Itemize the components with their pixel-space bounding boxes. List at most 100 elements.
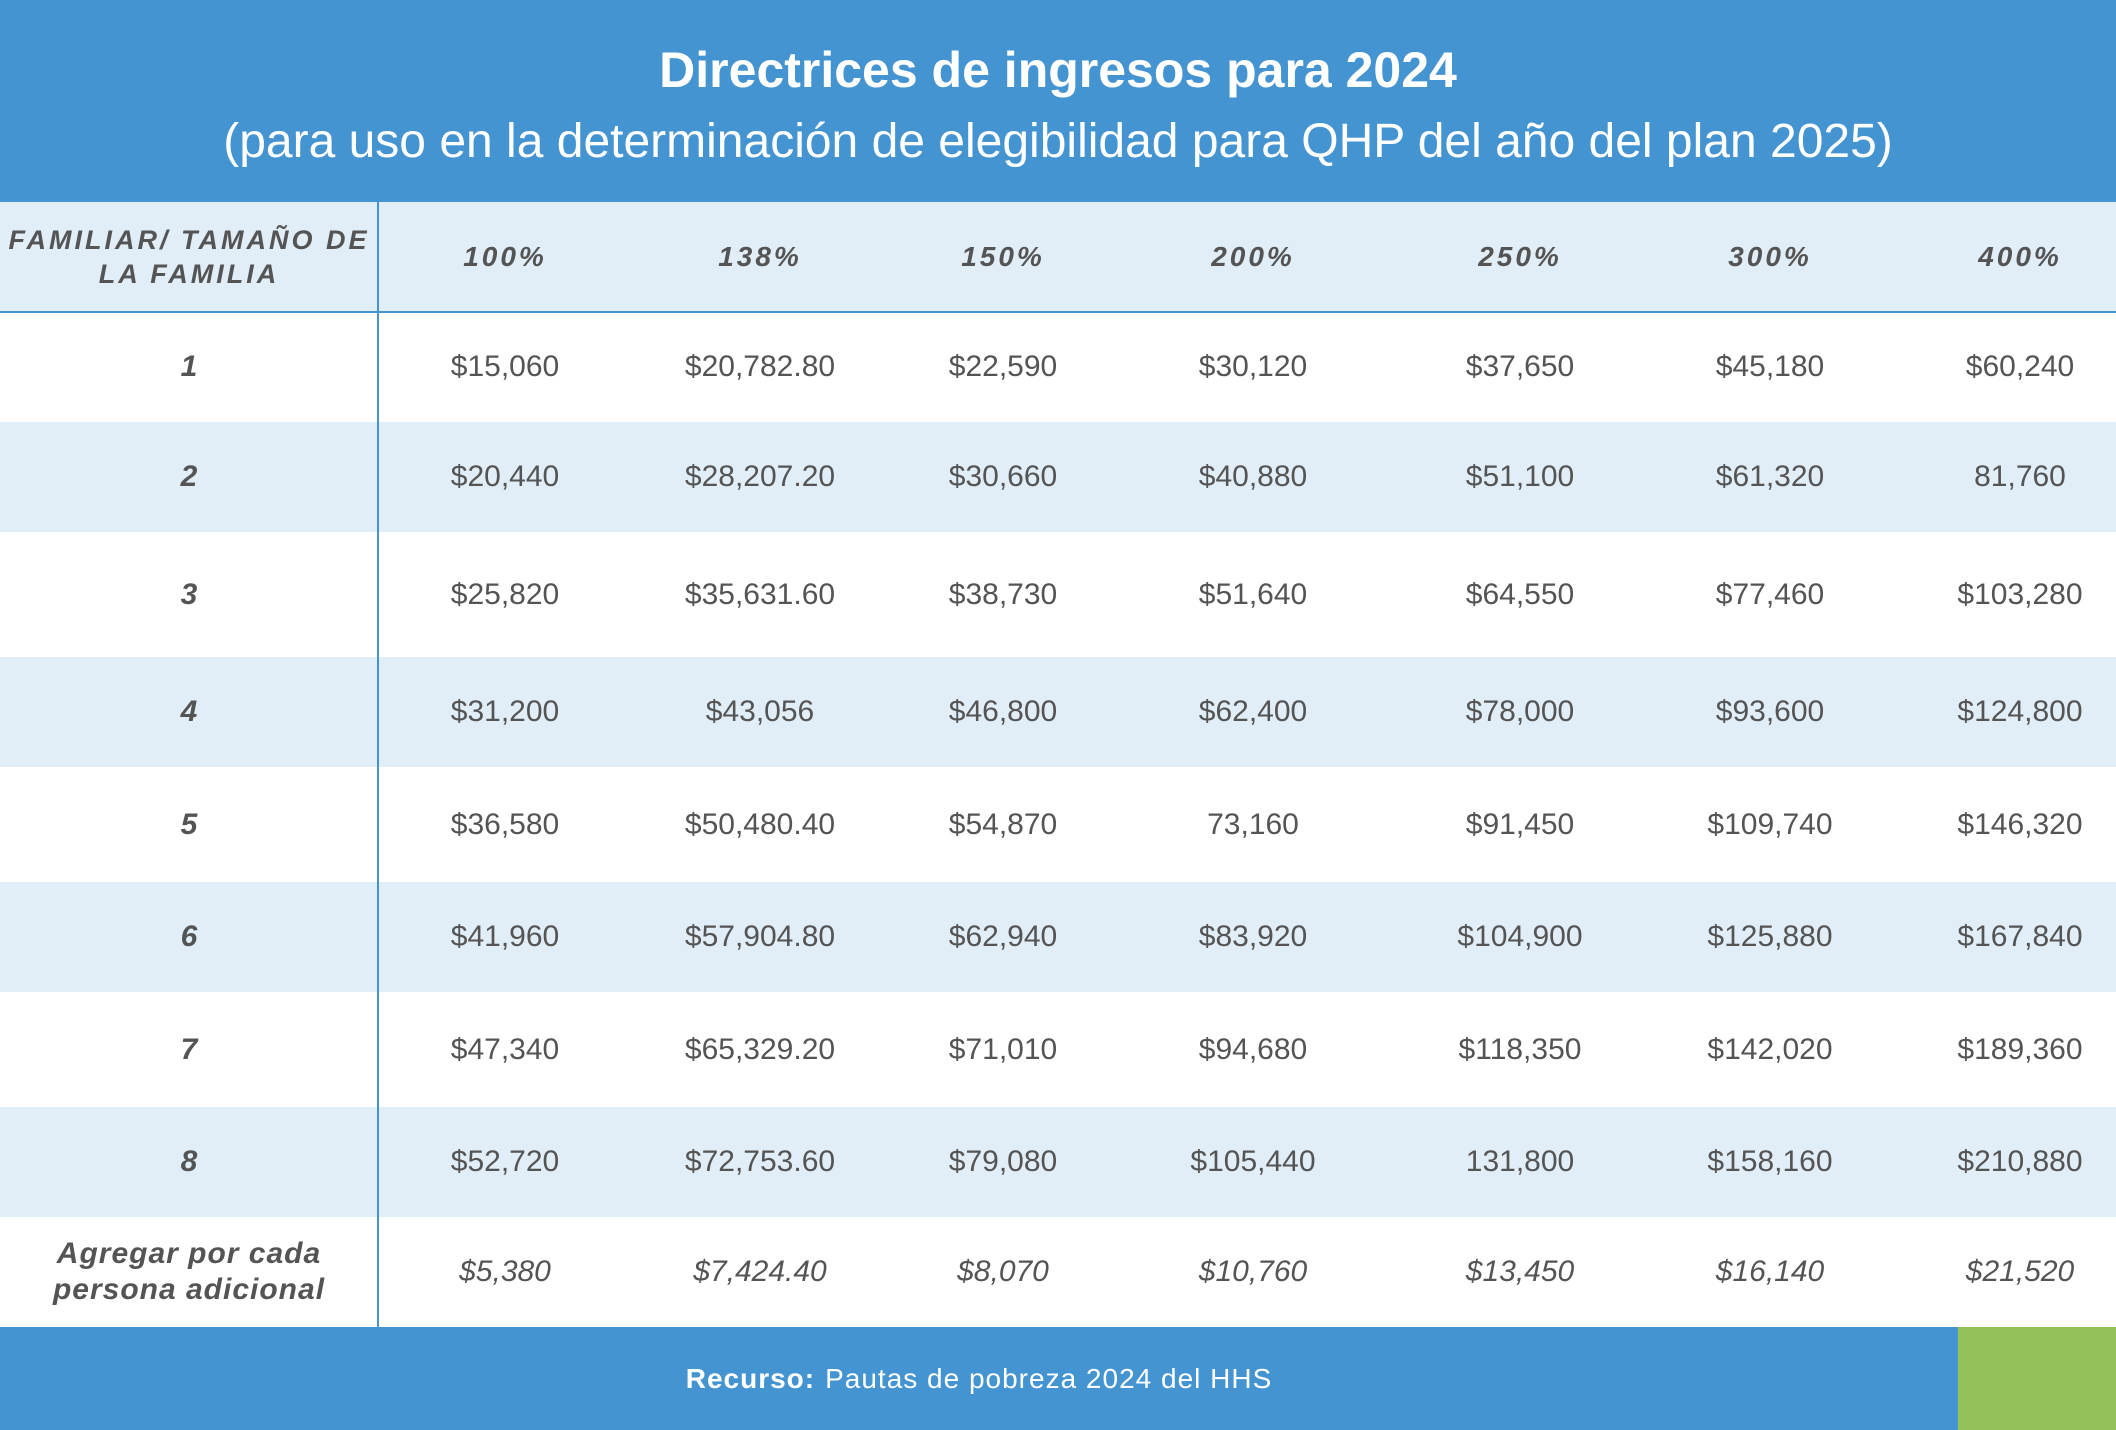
- table-cell: $83,920: [1198, 920, 1308, 953]
- source-note: Recurso: Pautas de pobreza 2024 del HHS: [0, 1327, 1958, 1430]
- column-header-cell: 150%: [961, 241, 1045, 272]
- table-row: 8 $52,720 $72,753.60 $79,080 $105,440 131,800…: [0, 1107, 2116, 1217]
- table-row: 1 $15,060 $20,782.80 $22,590 $30,120 $37,650 $…: [0, 312, 2116, 422]
- table-cell: $35,631.60: [684, 577, 836, 611]
- table-cell: $36,580: [450, 807, 560, 841]
- table-cell: $21,520: [1965, 1255, 2075, 1288]
- column-header-cell: 138%: [718, 241, 802, 272]
- table-cell: $7,424.40: [693, 1255, 827, 1288]
- table-cell: $16,140: [1715, 1255, 1825, 1288]
- table-cell: $91,450: [1465, 807, 1575, 841]
- table-cell: $210,880: [1957, 1145, 2083, 1178]
- table-cell: $15,060: [450, 350, 560, 383]
- table-cell: $61,320: [1715, 460, 1825, 493]
- table-cell: $47,340: [450, 1032, 560, 1066]
- table-cell: $118,350: [1458, 1032, 1582, 1066]
- family-size-label: 4: [180, 695, 198, 728]
- source-text: Pautas de pobreza 2024 del HHS: [825, 1362, 1273, 1394]
- table-cell: $124,800: [1957, 695, 2083, 728]
- column-divider: [377, 202, 379, 1327]
- family-size-label: 7: [180, 1032, 198, 1066]
- table-cell: $22,590: [948, 350, 1058, 383]
- column-header-cell: 250%: [1478, 241, 1562, 272]
- table-cell: $38,730: [948, 577, 1058, 611]
- header-divider: [0, 311, 2116, 313]
- table-cell: $8,070: [957, 1255, 1049, 1288]
- table-cell: $146,320: [1957, 807, 2083, 841]
- table-cell: $28,207.20: [684, 460, 836, 493]
- table-cell: $65,329.20: [684, 1032, 836, 1066]
- table-cell: $60,240: [1965, 350, 2075, 383]
- table-cell: $51,100: [1465, 460, 1575, 493]
- additional-person-label: Agregar por cada persona adicional: [52, 1237, 326, 1306]
- column-header-cell: 100%: [463, 241, 547, 272]
- family-size-label: 2: [180, 460, 198, 493]
- table-cell: 131,800: [1465, 1145, 1575, 1178]
- table-row: 2 $20,440 $28,207.20 $30,660 $40,880 $51,100 $…: [0, 422, 2116, 532]
- table-cell: $20,440: [450, 460, 560, 493]
- row-header-label: FAMILIAR/ TAMAÑO DE LA FAMILIA: [8, 225, 370, 289]
- table-row: 5 $36,580 $50,480.40 $54,870 73,160 $91,450 $1…: [0, 767, 2116, 882]
- table-header-row: FAMILIAR/ TAMAÑO DE LA FAMILIA 100% 138% 15…: [0, 202, 2116, 312]
- table-cell: 81,760: [1974, 460, 2066, 493]
- table-cell: $158,160: [1707, 1145, 1833, 1178]
- table-cell: $79,080: [948, 1145, 1058, 1178]
- accent-block: [1958, 1327, 2116, 1430]
- family-size-label: 3: [180, 577, 198, 611]
- table-row: 3 $25,820 $35,631.60 $38,730 $51,640 $64,550 $…: [0, 532, 2116, 657]
- table-cell: $93,600: [1715, 695, 1825, 728]
- table-cell: $64,550: [1465, 577, 1575, 611]
- table-row: 4 $31,200 $43,056 $46,800 $62,400 $78,000 $93,…: [0, 657, 2116, 767]
- table-cell: $43,056: [705, 695, 815, 728]
- table-cell: $40,880: [1198, 460, 1308, 493]
- table-row: 7 $47,340 $65,329.20 $71,010 $94,680 $118,350…: [0, 992, 2116, 1107]
- table-cell: $94,680: [1198, 1032, 1308, 1066]
- table-cell: $104,900: [1457, 920, 1583, 953]
- table-cell: $31,200: [450, 695, 560, 728]
- table-cell: $167,840: [1957, 920, 2083, 953]
- table-cell: $105,440: [1190, 1145, 1316, 1178]
- table-cell: 73,160: [1207, 807, 1299, 841]
- column-header-cell: 200%: [1211, 241, 1295, 272]
- additional-person-row: Agregar por cada persona adicional $5,380…: [0, 1217, 2116, 1327]
- table-cell: $25,820: [450, 577, 560, 611]
- column-header-cell: 300%: [1728, 241, 1812, 272]
- table-cell: $51,640: [1198, 577, 1308, 611]
- table-cell: $57,904.80: [684, 920, 836, 953]
- family-size-label: 1: [180, 350, 198, 383]
- source-label: Recurso:: [685, 1362, 816, 1394]
- table-cell: $62,400: [1198, 695, 1308, 728]
- table-cell: $37,650: [1465, 350, 1575, 383]
- family-size-label: 5: [180, 807, 198, 841]
- table-cell: $30,120: [1198, 350, 1308, 383]
- table-cell: $46,800: [948, 695, 1058, 728]
- table-cell: $142,020: [1707, 1032, 1833, 1066]
- table-cell: $62,940: [948, 920, 1058, 953]
- table-cell: $125,880: [1707, 920, 1833, 953]
- table-row: 6 $41,960 $57,904.80 $62,940 $83,920 $104,900…: [0, 882, 2116, 992]
- table-cell: $45,180: [1715, 350, 1825, 383]
- table-cell: $10,760: [1198, 1255, 1308, 1288]
- page-subtitle: (para uso en la determinación de elegibi…: [223, 115, 1893, 168]
- table-cell: $71,010: [948, 1032, 1058, 1066]
- table-cell: $50,480.40: [684, 807, 836, 841]
- table-cell: $30,660: [948, 460, 1058, 493]
- table-cell: $189,360: [1957, 1032, 2083, 1066]
- page-header: Directrices de ingresos para 2024 (para …: [0, 0, 2116, 202]
- family-size-label: 6: [180, 920, 198, 953]
- page-title: Directrices de ingresos para 2024: [659, 42, 1457, 98]
- footer-bar: Recurso: Pautas de pobreza 2024 del HHS: [0, 1327, 2116, 1430]
- table-cell: $78,000: [1465, 695, 1575, 728]
- table-cell: $5,380: [459, 1255, 551, 1288]
- column-header-cell: 400%: [1978, 241, 2062, 272]
- family-size-label: 8: [180, 1145, 198, 1178]
- table-cell: $103,280: [1957, 577, 2083, 611]
- table-cell: $41,960: [450, 920, 560, 953]
- table-cell: $77,460: [1715, 577, 1825, 611]
- table-cell: $20,782.80: [684, 350, 836, 383]
- table-cell: $109,740: [1707, 807, 1833, 841]
- table-cell: $52,720: [450, 1145, 560, 1178]
- table-cell: $54,870: [948, 807, 1058, 841]
- table-cell: $13,450: [1465, 1255, 1575, 1288]
- table-cell: $72,753.60: [684, 1145, 836, 1178]
